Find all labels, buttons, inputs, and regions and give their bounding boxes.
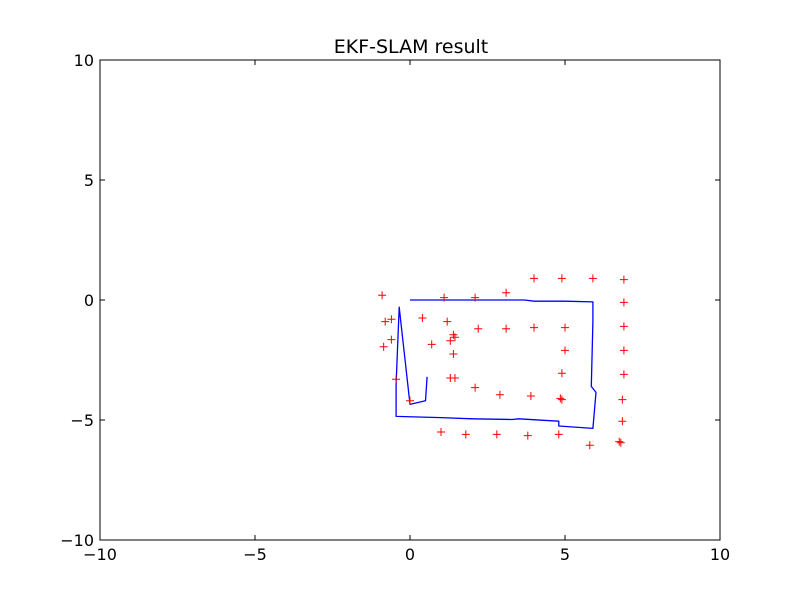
landmark-point (619, 370, 628, 379)
x-tick-label: 5 (560, 545, 570, 564)
landmark-point (530, 323, 538, 332)
x-tick-label: 0 (405, 545, 415, 564)
landmark-point (523, 431, 532, 440)
chart-title: EKF-SLAM result (334, 36, 489, 58)
trajectory-line (395, 299, 597, 430)
landmark-point (437, 428, 445, 436)
landmark-point (616, 438, 625, 447)
landmark-point (618, 395, 627, 404)
landmark-point (379, 342, 388, 351)
landmark-point (502, 288, 511, 297)
y-tick-label: −5 (70, 411, 94, 430)
x-tick-label: −5 (243, 545, 267, 564)
landmark-point (619, 346, 628, 355)
y-tick-label: 0 (84, 291, 94, 310)
landmark-point (492, 430, 501, 439)
landmark-point (378, 291, 387, 300)
landmark-point (557, 369, 566, 378)
landmark-point (561, 346, 569, 355)
landmark-point (618, 417, 627, 426)
landmark-point (471, 383, 480, 392)
y-tick-label: −10 (60, 531, 94, 550)
x-tick-label: −10 (83, 545, 117, 564)
y-tick-label: 10 (74, 51, 94, 70)
landmark-point (556, 394, 565, 403)
landmark-point (450, 333, 459, 342)
landmark-point (427, 340, 436, 349)
landmark-point (495, 390, 504, 399)
landmark-point (440, 293, 449, 302)
landmark-point (526, 392, 535, 400)
landmark-point (615, 437, 624, 446)
landmark-point (530, 274, 538, 283)
landmark-point (471, 293, 480, 302)
landmark-point (588, 274, 597, 283)
landmark-point (387, 335, 396, 344)
landmark-point (387, 315, 396, 324)
landmark-point (619, 298, 628, 307)
landmark-point (392, 375, 401, 384)
plot-area (378, 274, 628, 450)
landmark-point (502, 324, 511, 333)
landmark-point (619, 322, 628, 331)
landmark-point (619, 275, 628, 284)
landmark-point (585, 441, 594, 450)
axes: −10 −5 0 5 10 −10 −5 0 5 10 (60, 51, 730, 564)
landmark-point (418, 314, 427, 322)
landmark-point (561, 323, 569, 332)
landmark-point (557, 395, 566, 404)
y-tick-label: 5 (84, 171, 94, 190)
landmark-point (474, 324, 483, 333)
landmark-point (381, 317, 390, 326)
x-tick-label: 10 (710, 545, 730, 564)
landmark-point (443, 317, 452, 326)
landmark-point (461, 430, 470, 439)
landmark-point (449, 350, 458, 358)
landmark-point (446, 336, 455, 345)
landmark-point (554, 430, 563, 439)
landmark-point (406, 396, 414, 405)
landmark-point (557, 274, 566, 283)
landmark-point (450, 374, 459, 382)
